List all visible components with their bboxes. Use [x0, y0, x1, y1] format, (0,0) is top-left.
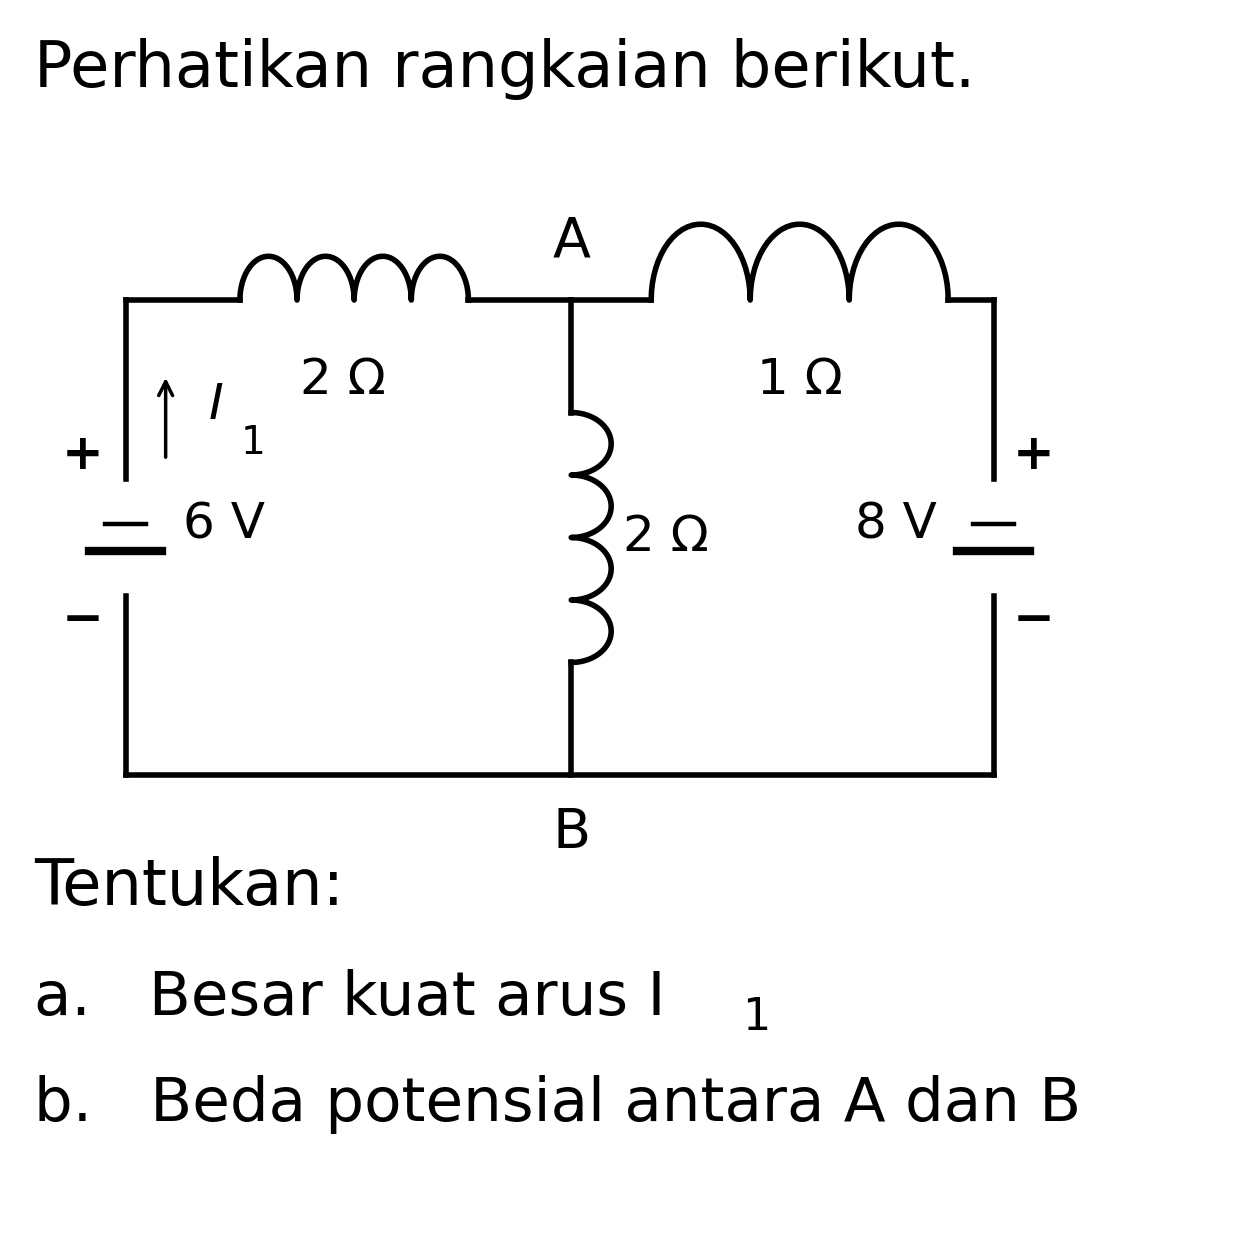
Text: −: −	[1013, 596, 1055, 644]
Text: Tentukan:: Tentukan:	[34, 856, 345, 919]
Text: b.   Beda potensial antara A dan B: b. Beda potensial antara A dan B	[34, 1075, 1081, 1134]
Text: a.   Besar kuat arus I: a. Besar kuat arus I	[34, 969, 666, 1028]
Text: 1: 1	[742, 996, 771, 1039]
Text: 2 Ω: 2 Ω	[300, 356, 385, 404]
Text: A: A	[552, 215, 590, 269]
Text: I: I	[209, 381, 224, 429]
Text: +: +	[61, 431, 104, 479]
Text: B: B	[552, 806, 590, 860]
Text: 1: 1	[241, 424, 266, 461]
Text: −: −	[61, 596, 104, 644]
Text: Perhatikan rangkaian berikut.: Perhatikan rangkaian berikut.	[34, 38, 975, 100]
Text: 2 Ω: 2 Ω	[622, 514, 709, 561]
Text: 8 V: 8 V	[855, 501, 936, 549]
Text: 6 V: 6 V	[182, 501, 265, 549]
Text: +: +	[1013, 431, 1055, 479]
Text: 1 Ω: 1 Ω	[756, 356, 843, 404]
